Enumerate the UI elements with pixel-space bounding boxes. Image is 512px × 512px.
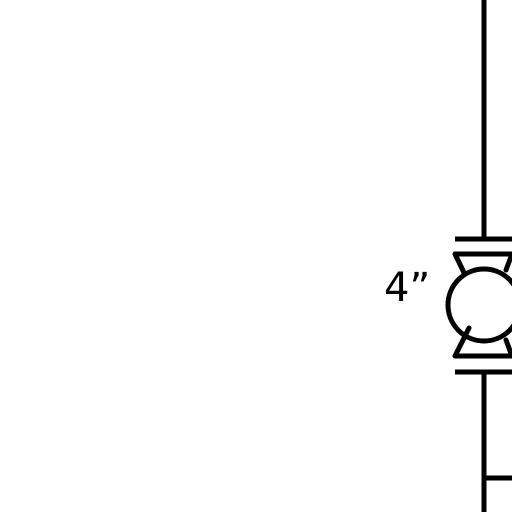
valve-ball xyxy=(445,266,512,344)
valve-body-lower xyxy=(452,325,512,359)
valve-symbol xyxy=(445,251,512,359)
valve-size-label: 4” xyxy=(384,265,430,311)
valve-body-lower-right xyxy=(503,337,512,359)
valve-body-upper-right xyxy=(503,251,512,273)
